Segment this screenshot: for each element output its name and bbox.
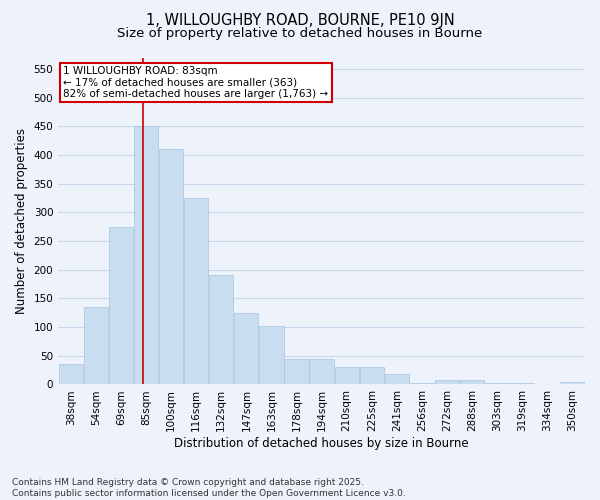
Bar bbox=[83, 307, 108, 384]
Bar bbox=[234, 313, 259, 384]
Text: 1, WILLOUGHBY ROAD, BOURNE, PE10 9JN: 1, WILLOUGHBY ROAD, BOURNE, PE10 9JN bbox=[146, 12, 454, 28]
X-axis label: Distribution of detached houses by size in Bourne: Distribution of detached houses by size … bbox=[174, 437, 469, 450]
Bar bbox=[184, 198, 208, 384]
Bar bbox=[359, 367, 384, 384]
Bar bbox=[310, 358, 334, 384]
Bar bbox=[134, 126, 158, 384]
Bar bbox=[385, 374, 409, 384]
Bar bbox=[159, 150, 183, 384]
Bar bbox=[284, 358, 308, 384]
Bar bbox=[410, 382, 434, 384]
Bar bbox=[460, 380, 484, 384]
Bar bbox=[435, 380, 459, 384]
Bar bbox=[59, 364, 83, 384]
Text: 1 WILLOUGHBY ROAD: 83sqm
← 17% of detached houses are smaller (363)
82% of semi-: 1 WILLOUGHBY ROAD: 83sqm ← 17% of detach… bbox=[64, 66, 329, 99]
Bar bbox=[259, 326, 284, 384]
Y-axis label: Number of detached properties: Number of detached properties bbox=[15, 128, 28, 314]
Bar bbox=[335, 367, 359, 384]
Bar bbox=[209, 276, 233, 384]
Bar bbox=[560, 382, 584, 384]
Bar bbox=[109, 226, 133, 384]
Text: Contains HM Land Registry data © Crown copyright and database right 2025.
Contai: Contains HM Land Registry data © Crown c… bbox=[12, 478, 406, 498]
Text: Size of property relative to detached houses in Bourne: Size of property relative to detached ho… bbox=[118, 28, 482, 40]
